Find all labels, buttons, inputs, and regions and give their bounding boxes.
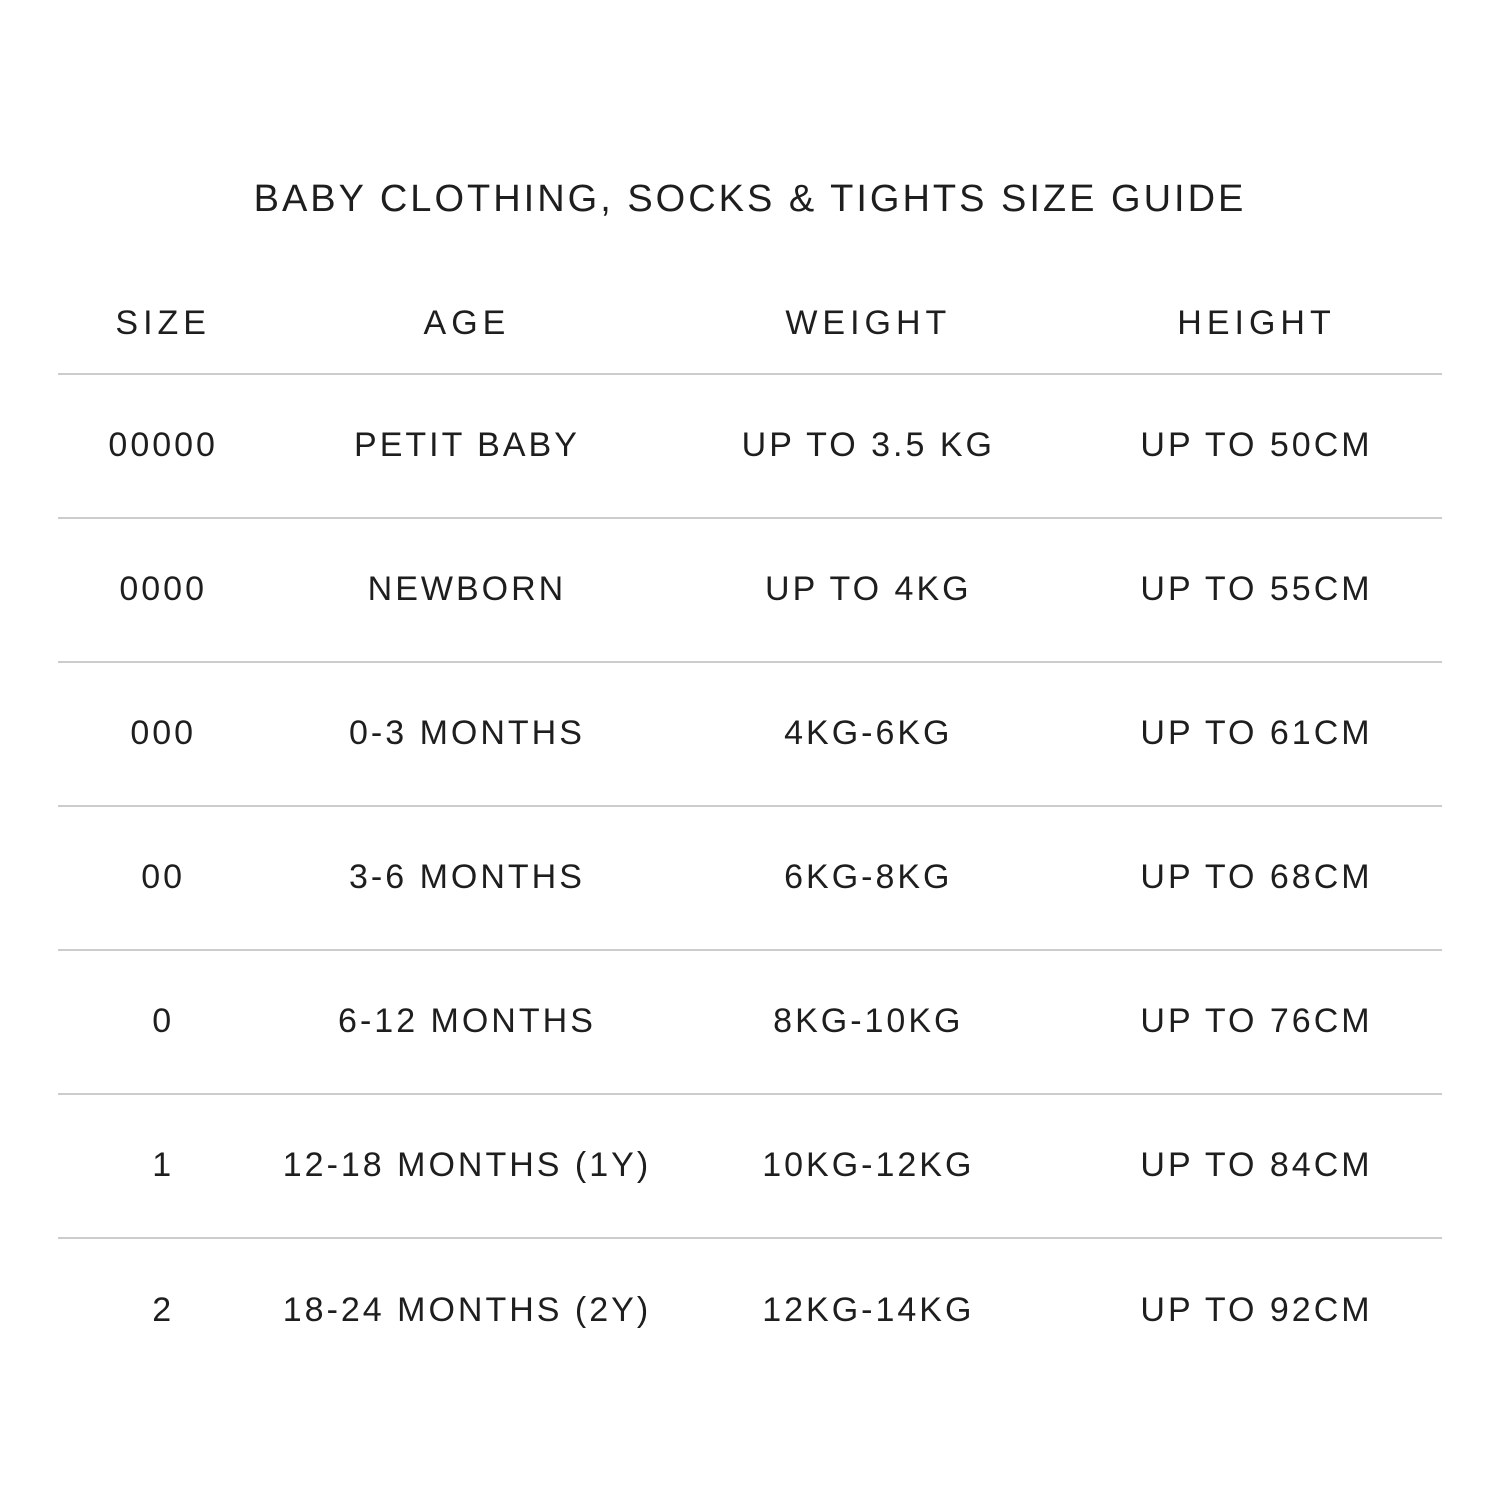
column-header-height: HEIGHT — [1177, 304, 1336, 343]
table-row: 0000 NEWBORN UP TO 4KG UP TO 55CM — [58, 519, 1442, 663]
cell-size: 1 — [152, 1146, 175, 1185]
table-header-row: SIZE AGE WEIGHT HEIGHT — [58, 275, 1442, 375]
column-header-size: SIZE — [115, 304, 211, 343]
cell-weight: 10KG-12KG — [762, 1146, 975, 1185]
cell-height: UP TO 61CM — [1140, 714, 1373, 753]
cell-size: 2 — [152, 1291, 175, 1330]
cell-height: UP TO 50CM — [1140, 426, 1373, 465]
cell-weight: 12KG-14KG — [762, 1291, 975, 1330]
column-header-weight: WEIGHT — [785, 304, 952, 343]
cell-age: 0-3 MONTHS — [349, 714, 585, 753]
cell-weight: UP TO 3.5 KG — [741, 426, 995, 465]
table-row: 0 6-12 MONTHS 8KG-10KG UP TO 76CM — [58, 951, 1442, 1095]
size-guide-table: SIZE AGE WEIGHT HEIGHT 00000 PETIT BABY … — [58, 275, 1442, 1383]
table-row: 2 18-24 MONTHS (2Y) 12KG-14KG UP TO 92CM — [58, 1239, 1442, 1383]
cell-height: UP TO 92CM — [1140, 1291, 1373, 1330]
cell-size: 00 — [141, 858, 186, 897]
cell-height: UP TO 76CM — [1140, 1002, 1373, 1041]
cell-age: 3-6 MONTHS — [349, 858, 585, 897]
cell-size: 0 — [152, 1002, 175, 1041]
cell-size: 0000 — [119, 570, 207, 609]
cell-age: 18-24 MONTHS (2Y) — [282, 1291, 652, 1330]
cell-weight: 6KG-8KG — [784, 858, 953, 897]
table-row: 1 12-18 MONTHS (1Y) 10KG-12KG UP TO 84CM — [58, 1095, 1442, 1239]
cell-height: UP TO 84CM — [1140, 1146, 1373, 1185]
cell-size: 000 — [130, 714, 197, 753]
table-row: 00000 PETIT BABY UP TO 3.5 KG UP TO 50CM — [58, 375, 1442, 519]
cell-height: UP TO 55CM — [1140, 570, 1373, 609]
cell-weight: 8KG-10KG — [773, 1002, 964, 1041]
cell-age: 12-18 MONTHS (1Y) — [282, 1146, 652, 1185]
cell-age: 6-12 MONTHS — [338, 1002, 596, 1041]
cell-age: NEWBORN — [367, 570, 567, 609]
table-row: 00 3-6 MONTHS 6KG-8KG UP TO 68CM — [58, 807, 1442, 951]
cell-age: PETIT BABY — [354, 426, 580, 465]
cell-weight: UP TO 4KG — [765, 570, 972, 609]
column-header-age: AGE — [423, 304, 511, 343]
table-row: 000 0-3 MONTHS 4KG-6KG UP TO 61CM — [58, 663, 1442, 807]
cell-weight: 4KG-6KG — [784, 714, 953, 753]
cell-height: UP TO 68CM — [1140, 858, 1373, 897]
cell-size: 00000 — [108, 426, 218, 465]
size-guide-title: BABY CLOTHING, SOCKS & TIGHTS SIZE GUIDE — [253, 178, 1247, 220]
